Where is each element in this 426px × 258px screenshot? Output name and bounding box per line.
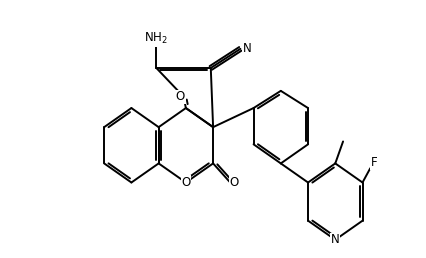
Text: O: O [176, 90, 184, 103]
Text: F: F [370, 156, 377, 169]
Text: N: N [330, 233, 339, 246]
Text: NH$_2$: NH$_2$ [144, 31, 168, 46]
Text: O: O [181, 176, 190, 189]
Text: O: O [229, 176, 238, 189]
Text: N: N [242, 42, 251, 55]
